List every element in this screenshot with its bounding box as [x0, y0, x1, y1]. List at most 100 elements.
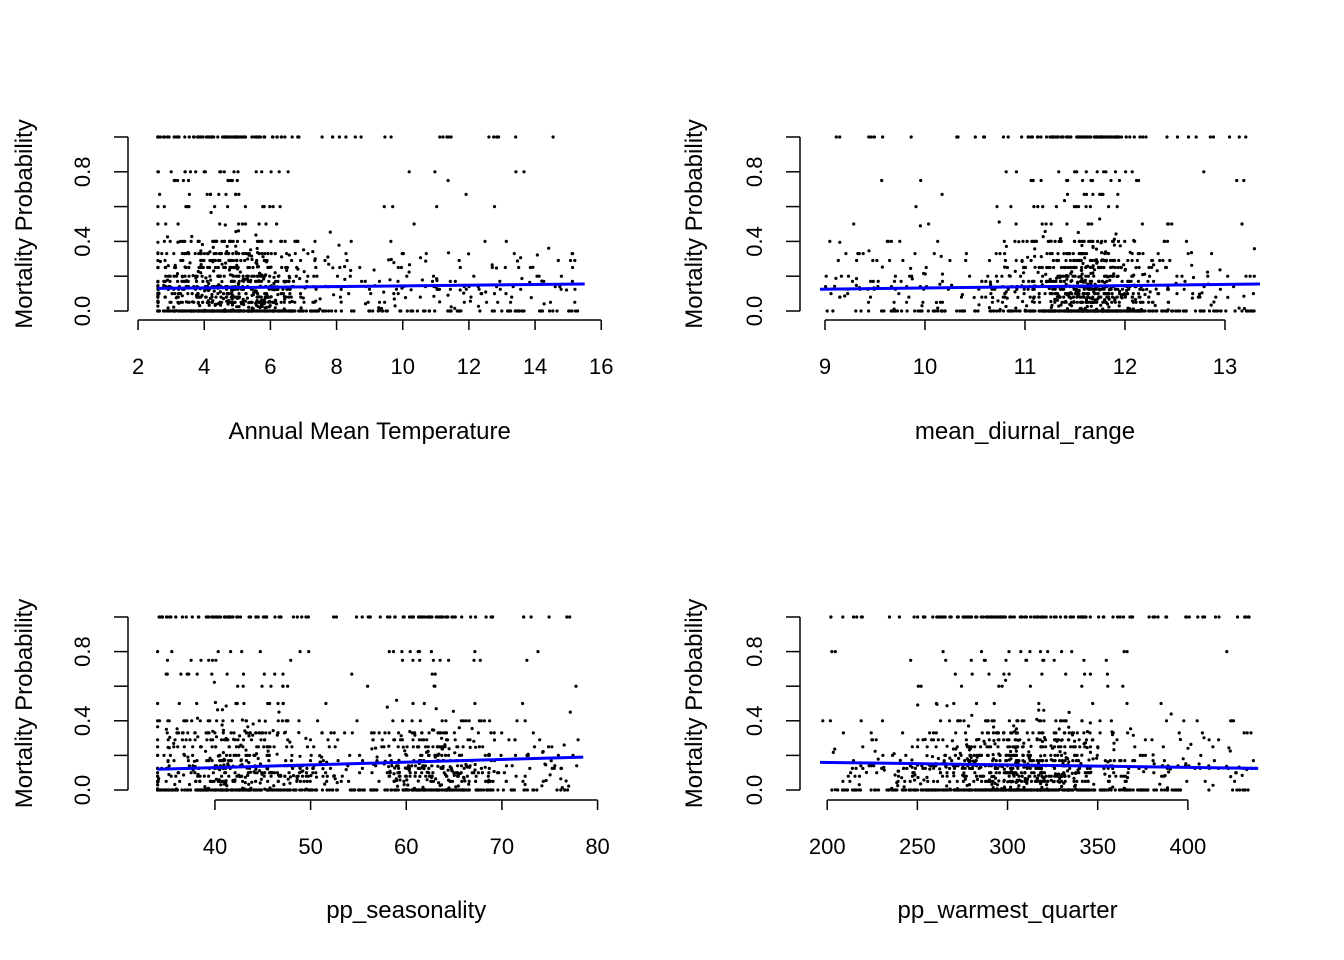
data-point: [1091, 271, 1095, 275]
data-point: [251, 722, 255, 726]
data-point: [206, 615, 210, 619]
data-point: [226, 205, 230, 209]
data-point: [1252, 247, 1256, 251]
data-point: [880, 265, 885, 269]
data-point: [274, 279, 278, 283]
data-point: [1238, 788, 1242, 792]
data-point: [974, 615, 978, 619]
data-point: [190, 234, 194, 239]
data-point: [1231, 788, 1235, 792]
data-point: [1113, 258, 1117, 263]
data-point: [1003, 258, 1008, 263]
data-point: [1091, 309, 1095, 313]
data-point: [413, 771, 418, 775]
data-point: [473, 615, 478, 619]
data-point: [568, 710, 572, 714]
data-point: [1140, 222, 1144, 226]
data-point: [254, 233, 258, 237]
data-point: [914, 205, 918, 209]
data-point: [210, 258, 214, 263]
data-point: [1059, 753, 1064, 758]
data-point: [347, 292, 351, 296]
data-point: [240, 718, 244, 722]
data-point: [249, 615, 253, 619]
data-point: [504, 779, 508, 784]
data-point: [276, 779, 280, 784]
data-point: [476, 771, 480, 775]
data-point: [1068, 615, 1072, 619]
data-point: [250, 300, 254, 304]
data-point: [382, 205, 386, 209]
data-point: [1110, 274, 1115, 278]
data-point: [184, 615, 188, 619]
data-point: [855, 258, 859, 263]
data-point: [286, 684, 290, 688]
data-point: [1136, 279, 1140, 283]
data-point: [268, 731, 272, 735]
data-point: [370, 731, 374, 735]
data-point: [375, 759, 379, 763]
data-point: [1097, 279, 1101, 283]
data-point: [1037, 708, 1041, 712]
data-point: [254, 767, 258, 771]
data-point: [1090, 178, 1095, 183]
data-point: [1169, 712, 1173, 716]
data-point: [1070, 650, 1074, 654]
data-point: [395, 784, 400, 788]
data-point: [224, 753, 229, 758]
data-point: [1095, 753, 1099, 758]
data-point: [1002, 767, 1007, 771]
data-point: [1088, 205, 1092, 209]
data-point: [1195, 719, 1199, 723]
data-point: [1041, 205, 1045, 209]
data-point: [257, 295, 261, 299]
data-point: [388, 278, 392, 282]
data-point: [1153, 303, 1157, 308]
data-point: [294, 239, 298, 243]
data-point: [229, 731, 233, 735]
data-point: [970, 713, 974, 717]
data-point: [571, 252, 575, 256]
data-point: [163, 265, 167, 270]
data-point: [298, 754, 302, 758]
data-point: [472, 274, 476, 278]
data-point: [467, 779, 471, 784]
data-point: [987, 258, 992, 263]
data-point: [905, 300, 909, 304]
data-point: [1142, 770, 1146, 774]
data-point: [876, 279, 880, 283]
data-point: [429, 774, 433, 778]
data-point: [355, 719, 359, 723]
data-point: [1197, 762, 1201, 766]
data-point: [1036, 270, 1040, 274]
data-point: [1046, 265, 1050, 270]
data-point: [164, 672, 168, 676]
data-point: [448, 279, 452, 283]
data-point: [1084, 774, 1088, 778]
y-tick-label: 0.4: [70, 226, 95, 257]
data-point: [491, 788, 495, 792]
data-point: [449, 135, 453, 139]
data-point: [167, 615, 172, 619]
data-point: [1138, 295, 1142, 299]
data-point: [1202, 170, 1206, 174]
data-point: [227, 774, 231, 778]
data-point: [409, 309, 413, 313]
data-point: [936, 309, 940, 313]
data-point: [521, 779, 525, 784]
x-axis-title: mean_diurnal_range: [915, 418, 1135, 445]
data-point: [397, 731, 401, 735]
data-point: [425, 778, 429, 782]
data-point: [459, 309, 463, 313]
data-point: [1085, 746, 1089, 750]
data-point: [219, 303, 223, 307]
data-point: [469, 615, 473, 619]
data-point: [839, 274, 844, 278]
data-point: [1167, 770, 1171, 774]
data-point: [1009, 309, 1014, 313]
data-point: [331, 266, 335, 270]
data-point: [1039, 754, 1043, 758]
data-point: [833, 650, 837, 654]
data-point: [273, 306, 277, 310]
data-point: [259, 738, 263, 742]
